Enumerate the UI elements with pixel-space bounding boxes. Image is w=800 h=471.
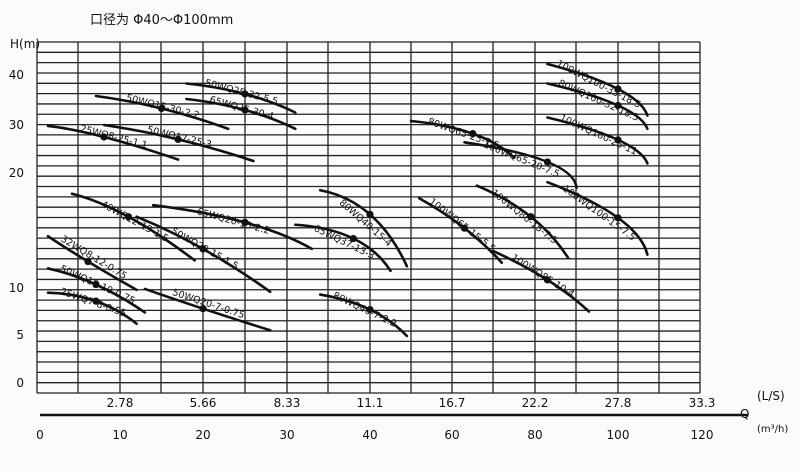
x-bottom-tick-label: 40	[362, 428, 377, 442]
x-top-tick-label: 5.66	[190, 396, 217, 410]
x-bottom-tick-label: 30	[279, 428, 294, 442]
x-bottom-tick-label: 10	[112, 428, 127, 442]
x-top-tick-label: 2.78	[107, 396, 134, 410]
duty-point	[469, 130, 477, 138]
duty-point	[199, 245, 207, 253]
duty-point	[614, 136, 622, 144]
x-top-tick-label: 22.2	[522, 396, 549, 410]
pump-curve: 50WQ15-30-2.2	[94, 93, 230, 131]
y-axis-label: H(m)	[10, 37, 40, 51]
duty-point	[199, 305, 207, 313]
duty-point	[241, 106, 249, 114]
x-bottom-tick-label: 60	[444, 428, 459, 442]
duty-point	[174, 135, 182, 143]
y-tick-label: 40	[9, 68, 24, 82]
x-top-axis-label: (L/S)	[757, 389, 785, 403]
x-bottom-tick-label: 80	[527, 428, 542, 442]
duty-point	[124, 213, 132, 221]
y-tick-label: 10	[9, 281, 24, 295]
y-tick-label: 30	[9, 118, 24, 132]
curve-label: 100WQ85-10-4	[509, 252, 576, 300]
curve-label: 100WQ65-15-5.5	[427, 196, 498, 255]
duty-point	[241, 218, 249, 227]
duty-point	[241, 90, 249, 98]
x-bottom-tick-label: 0	[36, 428, 44, 442]
duty-point	[614, 214, 622, 222]
duty-point	[543, 276, 552, 284]
duty-point	[614, 101, 622, 110]
x-axis-unit: (m³/h)	[757, 424, 788, 435]
pump-curve: 50WQ20-7-0.75	[143, 287, 272, 332]
duty-point	[543, 158, 552, 166]
x-top-tick-label: 8.33	[274, 396, 301, 410]
duty-point	[100, 133, 108, 141]
x-top-tick-label: 33.3	[689, 396, 716, 410]
y-tick-label: 5	[16, 328, 24, 342]
duty-point	[527, 213, 535, 221]
y-tick-labels: 0 5 10 20 30 40	[9, 68, 24, 390]
curve-label: 50WQ20-7-0.75	[171, 287, 246, 321]
duty-point	[460, 224, 469, 232]
y-tick-label: 20	[9, 166, 24, 180]
duty-point	[92, 297, 100, 305]
x-axis-label: Q	[740, 407, 749, 421]
duty-point	[366, 306, 374, 314]
curve-label: 65WQ20-15-2.2	[196, 206, 271, 237]
x-top-tick-label: 27.8	[605, 396, 632, 410]
duty-point	[614, 85, 622, 93]
duty-point	[366, 210, 374, 218]
x-top-tick-labels: 2.78 5.66 8.33 11.1 16.7 22.2 27.8 33.3	[107, 396, 716, 410]
x-bottom-tick-label: 100	[607, 428, 630, 442]
curve-label: 50WQ15-30-2.2	[125, 93, 201, 122]
pump-curve: 100WQ65-15-5.5	[417, 196, 504, 264]
chart-title: 口径为 Φ40～Φ100mm	[90, 13, 233, 28]
pump-curve: 100WQ65-20-7.5	[463, 139, 578, 190]
duty-point	[84, 257, 92, 266]
x-bottom-tick-labels: 0 10 20 30 40 60 80 100 120	[36, 428, 713, 442]
pump-curve: 100WQ100-15-7.5	[546, 180, 649, 256]
x-bottom-tick-label: 20	[195, 428, 210, 442]
x-top-tick-label: 11.1	[357, 396, 384, 410]
pump-curve: 80WQ40-7-2.2	[318, 290, 409, 338]
pump-curve: 100WQ85-10-4	[492, 249, 591, 313]
x-bottom-tick-label: 120	[691, 428, 714, 442]
duty-point	[92, 280, 100, 289]
y-tick-label: 0	[16, 376, 24, 390]
duty-point	[157, 104, 166, 113]
x-top-tick-label: 16.7	[439, 396, 466, 410]
curve-label: 100WQ100-15-7.5	[560, 183, 637, 243]
duty-point	[349, 234, 357, 243]
